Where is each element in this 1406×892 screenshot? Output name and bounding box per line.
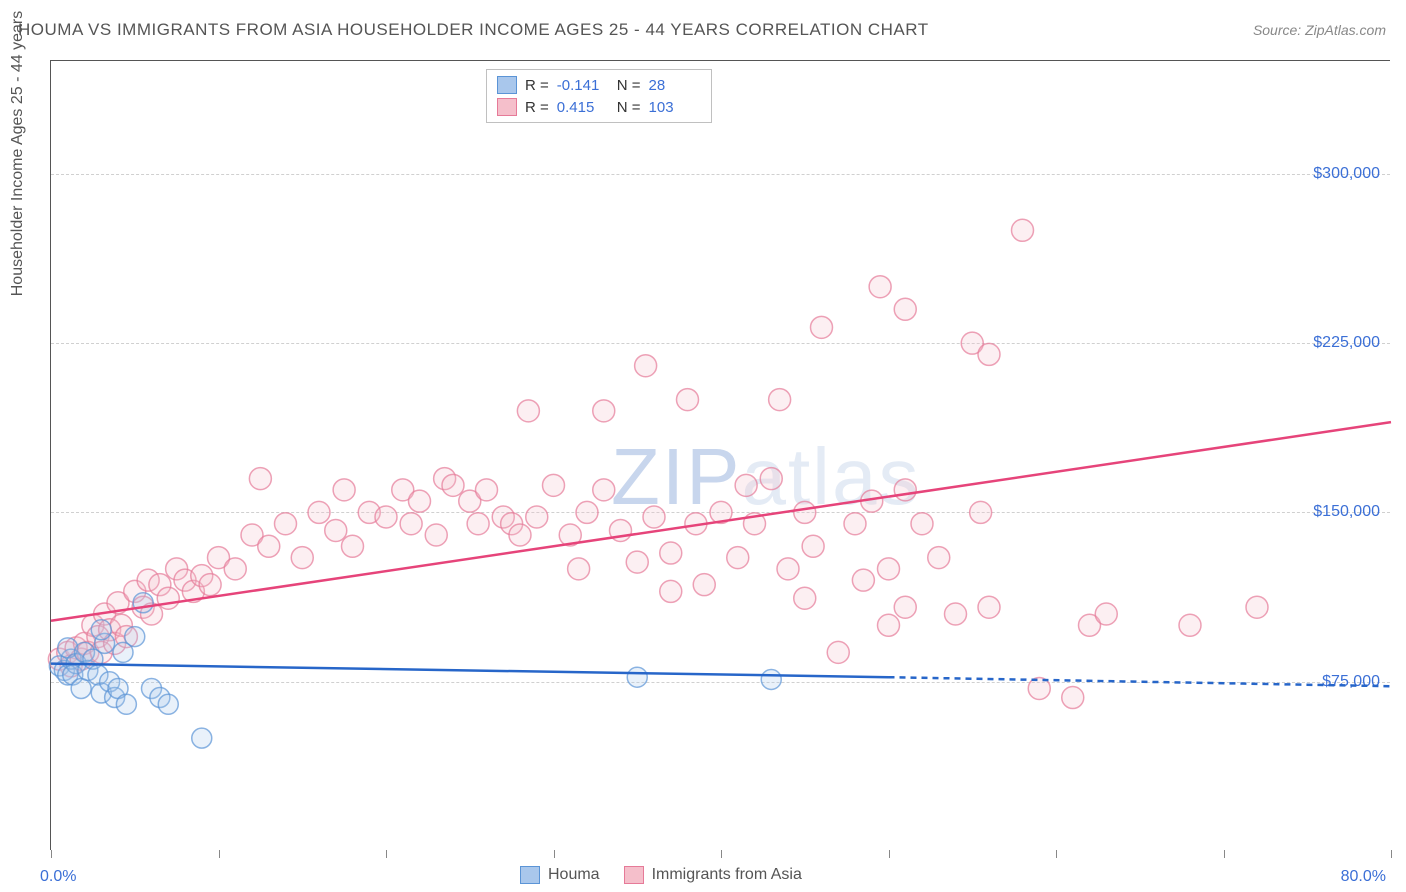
legend-label-houma: Houma — [548, 866, 600, 884]
stats-row-asia: R = 0.415 N = 103 — [497, 96, 701, 118]
asia-n-value: 103 — [649, 99, 701, 116]
legend-item-asia: Immigrants from Asia — [624, 866, 802, 884]
plot-area: ZIPatlas $75,000$150,000$225,000$300,000… — [50, 60, 1390, 850]
stats-row-houma: R = -0.141 N = 28 — [497, 74, 701, 96]
stats-legend-box: R = -0.141 N = 28 R = 0.415 N = 103 — [486, 69, 712, 123]
n-label: N = — [617, 99, 641, 116]
source-label: Source: ZipAtlas.com — [1253, 22, 1386, 38]
x-axis-min-label: 0.0% — [40, 868, 76, 886]
asia-r-value: 0.415 — [557, 99, 609, 116]
legend-label-asia: Immigrants from Asia — [652, 866, 802, 884]
houma-r-value: -0.141 — [557, 77, 609, 94]
legend-item-houma: Houma — [520, 866, 600, 884]
x-axis-max-label: 80.0% — [1341, 868, 1386, 886]
r-label: R = — [525, 99, 549, 116]
n-label: N = — [617, 77, 641, 94]
chart-container: HOUMA VS IMMIGRANTS FROM ASIA HOUSEHOLDE… — [0, 0, 1406, 892]
r-label: R = — [525, 77, 549, 94]
chart-title: HOUMA VS IMMIGRANTS FROM ASIA HOUSEHOLDE… — [18, 20, 929, 40]
swatch-houma-icon — [497, 76, 517, 94]
houma-n-value: 28 — [649, 77, 701, 94]
y-axis-title: Householder Income Ages 25 - 44 years — [9, 11, 27, 297]
legend-swatch-houma-icon — [520, 866, 540, 884]
swatch-asia-icon — [497, 98, 517, 116]
bottom-legend: Houma Immigrants from Asia — [520, 866, 802, 884]
legend-swatch-asia-icon — [624, 866, 644, 884]
scatter-svg — [51, 61, 1390, 850]
